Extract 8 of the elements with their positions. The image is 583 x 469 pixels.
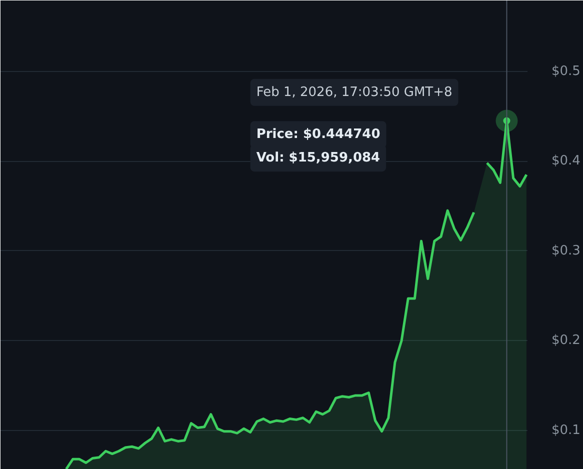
- annotation: Vol: $15,959,084: [256, 150, 380, 166]
- annotation: Feb 1, 2026, 17:03:50 GMT+8: [256, 84, 452, 100]
- y-tick-label: $0.4: [552, 154, 580, 169]
- y-tick-label: $0.1: [552, 422, 580, 438]
- y-tick-label: $0.2: [552, 333, 580, 348]
- annotation: Price: $0.444740: [256, 127, 380, 142]
- y-tick-label: $0.3: [552, 243, 580, 258]
- y-tick-label: $0.5: [552, 64, 580, 79]
